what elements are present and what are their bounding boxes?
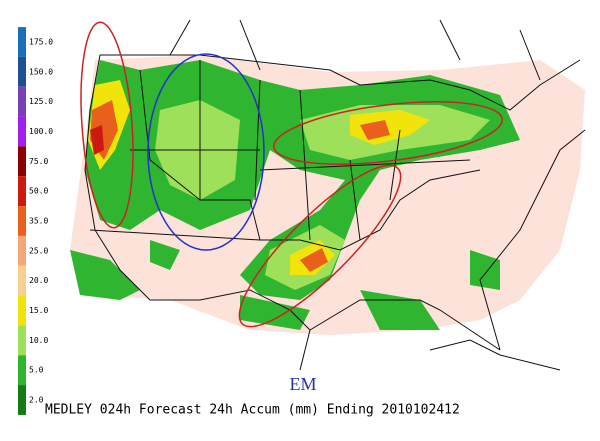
legend-label: 100.0 [29,127,53,136]
legend-label: 50.0 [29,187,48,196]
ellipse-southern-plains [238,164,402,328]
legend-label: 150.0 [29,67,53,76]
annotations [80,21,503,328]
borders [84,19,586,371]
legend-label: 125.0 [29,97,53,106]
legend-swatch [18,325,26,356]
legend-swatch [18,265,26,296]
legend-label: 35.0 [29,217,48,226]
legend-swatch [18,146,26,177]
legend-label: 10.0 [29,336,48,345]
legend-label: 75.0 [29,157,48,166]
legend-swatch [18,27,26,57]
legend-swatch [18,56,26,87]
legend-swatch [18,176,26,207]
yellow-area [88,80,430,275]
footer-caption: MEDLEY 024h Forecast 24h Accum (mm) Endi… [45,403,460,418]
ellipse-great-lakes [273,101,503,165]
legend-label: 2.0 [29,396,44,405]
legend-label: 20.0 [29,276,48,285]
ellipse-rockies [147,53,265,251]
precip-field [70,55,585,335]
green-patches [70,240,500,330]
em-mark: EM [290,374,317,394]
red-area [90,125,104,155]
legend-swatch [18,295,26,326]
legend-label: 25.0 [29,246,48,255]
legend-swatch [18,385,26,415]
light-green-area [155,100,490,290]
legend-label: 15.0 [29,306,48,315]
legend-swatch [18,206,26,236]
legend-swatch [18,86,26,117]
legend-label: 175.0 [29,38,53,47]
legend-swatch [18,116,26,147]
color-legend: 175.0 150.0 125.0 100.0 75.0 50.0 35.0 25.0 20.0… [18,27,53,415]
ellipse-west-coast [80,21,134,229]
legend-swatch [18,235,26,266]
legend-swatch [18,355,26,386]
legend-label: 5.0 [29,366,44,375]
